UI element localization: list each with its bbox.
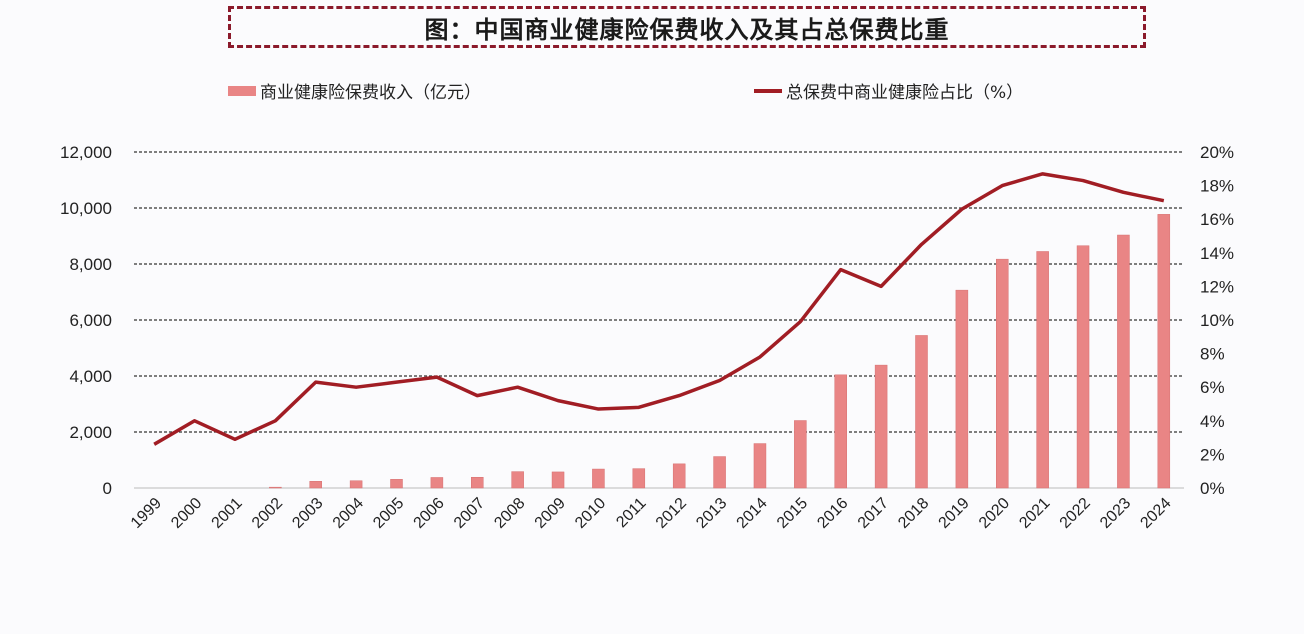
bar — [753, 443, 767, 489]
x-axis-tick: 2004 — [330, 495, 367, 532]
bar — [672, 463, 686, 489]
x-axis-tick: 1999 — [128, 495, 165, 532]
bar — [511, 471, 524, 489]
bar — [309, 481, 322, 489]
bar — [1036, 251, 1049, 489]
x-axis-tick: 2022 — [1057, 495, 1094, 532]
right-axis-tick: 16% — [1200, 210, 1234, 229]
bar — [269, 486, 282, 489]
legend-bar: 商业健康险保费收入（亿元） — [228, 78, 481, 103]
ratio-line — [153, 172, 1165, 446]
right-axis-tick: 12% — [1200, 277, 1234, 296]
bar — [349, 480, 363, 489]
x-axis-tick: 2001 — [209, 495, 246, 532]
bar — [794, 420, 807, 489]
right-axis-tick: 6% — [1200, 378, 1225, 397]
x-axis-tick: 2002 — [249, 495, 286, 532]
chart-title: 图：中国商业健康险保费收入及其占总保费比重 — [424, 15, 950, 44]
legend-bar-swatch — [228, 85, 256, 96]
bar — [430, 477, 444, 489]
x-axis-tick: 2010 — [572, 495, 609, 532]
bar — [955, 289, 969, 489]
x-axis-tick: 2008 — [491, 495, 528, 532]
bar — [390, 479, 403, 489]
right-axis-tick: 4% — [1200, 412, 1225, 431]
x-axis-tick: 2014 — [734, 495, 771, 532]
x-axis-tick: 2016 — [814, 495, 851, 532]
x-axis-tick: 2003 — [289, 495, 326, 532]
x-axis-tick: 2020 — [976, 495, 1013, 532]
chart-title-box: 图：中国商业健康险保费收入及其占总保费比重 — [228, 6, 1146, 48]
x-axis-tick: 2015 — [774, 495, 811, 532]
x-axis-tick: 2017 — [855, 495, 892, 532]
left-axis-tick: 4,000 — [69, 367, 112, 386]
x-axis-tick: 2007 — [451, 495, 488, 532]
left-axis-tick: 0 — [103, 479, 112, 498]
x-axis-tick: 2024 — [1137, 495, 1174, 532]
right-axis-tick: 18% — [1200, 177, 1234, 196]
legend-bar-label: 商业健康险保费收入（亿元） — [260, 83, 481, 103]
x-axis-tick: 2021 — [1016, 495, 1053, 532]
x-axis-tick: 2011 — [613, 495, 649, 531]
x-axis-tick: 2000 — [168, 495, 205, 532]
x-axis-tick: 2009 — [532, 495, 569, 532]
left-axis-tick: 10,000 — [60, 199, 112, 218]
x-axis-tick: 2005 — [370, 495, 407, 532]
left-axis-tick: 2,000 — [69, 423, 112, 442]
x-axis-tick: 2006 — [411, 495, 448, 532]
legend-line-label: 总保费中商业健康险占比（%） — [786, 83, 1024, 103]
x-axis-tick: 2023 — [1097, 495, 1134, 532]
legend-line-swatch — [754, 88, 782, 93]
bar — [1076, 245, 1090, 489]
x-axis-tick: 2013 — [693, 495, 730, 532]
bar — [874, 364, 888, 489]
right-axis-tick: 2% — [1200, 445, 1225, 464]
bar — [471, 476, 484, 489]
left-axis-tick: 8,000 — [69, 255, 112, 274]
bar — [592, 468, 605, 489]
right-axis-tick: 20% — [1200, 143, 1234, 162]
x-axis-tick: 2019 — [936, 495, 973, 532]
bar — [915, 335, 928, 489]
bar — [551, 471, 565, 489]
left-axis-tick: 12,000 — [60, 143, 112, 162]
x-axis-tick: 2018 — [895, 495, 932, 532]
legend-line: 总保费中商业健康险占比（%） — [754, 78, 1023, 103]
right-axis-tick: 0% — [1200, 479, 1225, 498]
bar — [996, 258, 1009, 489]
right-axis-tick: 14% — [1200, 244, 1234, 263]
left-axis-tick: 6,000 — [69, 311, 112, 330]
right-axis-tick: 8% — [1200, 345, 1225, 364]
bar — [632, 468, 646, 489]
bar — [834, 374, 847, 489]
bar — [713, 456, 726, 489]
bar — [1157, 214, 1171, 489]
bar — [1117, 234, 1130, 489]
right-axis-tick: 10% — [1200, 311, 1234, 330]
x-axis-tick: 2012 — [653, 495, 690, 532]
